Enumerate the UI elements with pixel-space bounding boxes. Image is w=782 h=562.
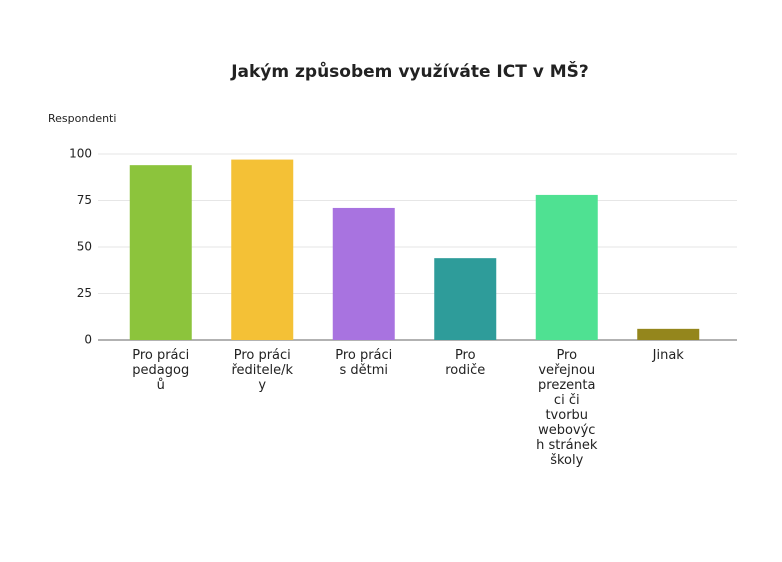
x-tick-label: Pro veřejnou prezentaci či tvorbu webový… — [536, 348, 598, 468]
chart-title: Jakým způsobem využíváte ICT v MŠ? — [230, 60, 589, 82]
bar — [434, 258, 497, 340]
y-tick-label: 50 — [77, 240, 92, 254]
bar — [231, 159, 294, 340]
y-tick-label: 25 — [77, 286, 92, 300]
x-tick-label: Jinak — [652, 348, 684, 363]
x-tick-label: Pro práci ředitele/ky — [231, 348, 294, 393]
x-tick-label: Pro práci s dětmi — [335, 348, 393, 378]
y-tick-label: 0 — [84, 333, 92, 347]
y-tick-label: 75 — [77, 193, 92, 207]
bar — [332, 207, 395, 340]
y-axis-label: Respondenti — [48, 112, 116, 125]
x-tick-label: Pro práci pedagogů — [132, 348, 190, 393]
x-tick-label: Pro rodiče — [445, 348, 486, 378]
bar — [129, 165, 192, 340]
bar — [535, 194, 598, 340]
y-tick-label: 100 — [69, 147, 92, 161]
bar — [637, 328, 700, 340]
